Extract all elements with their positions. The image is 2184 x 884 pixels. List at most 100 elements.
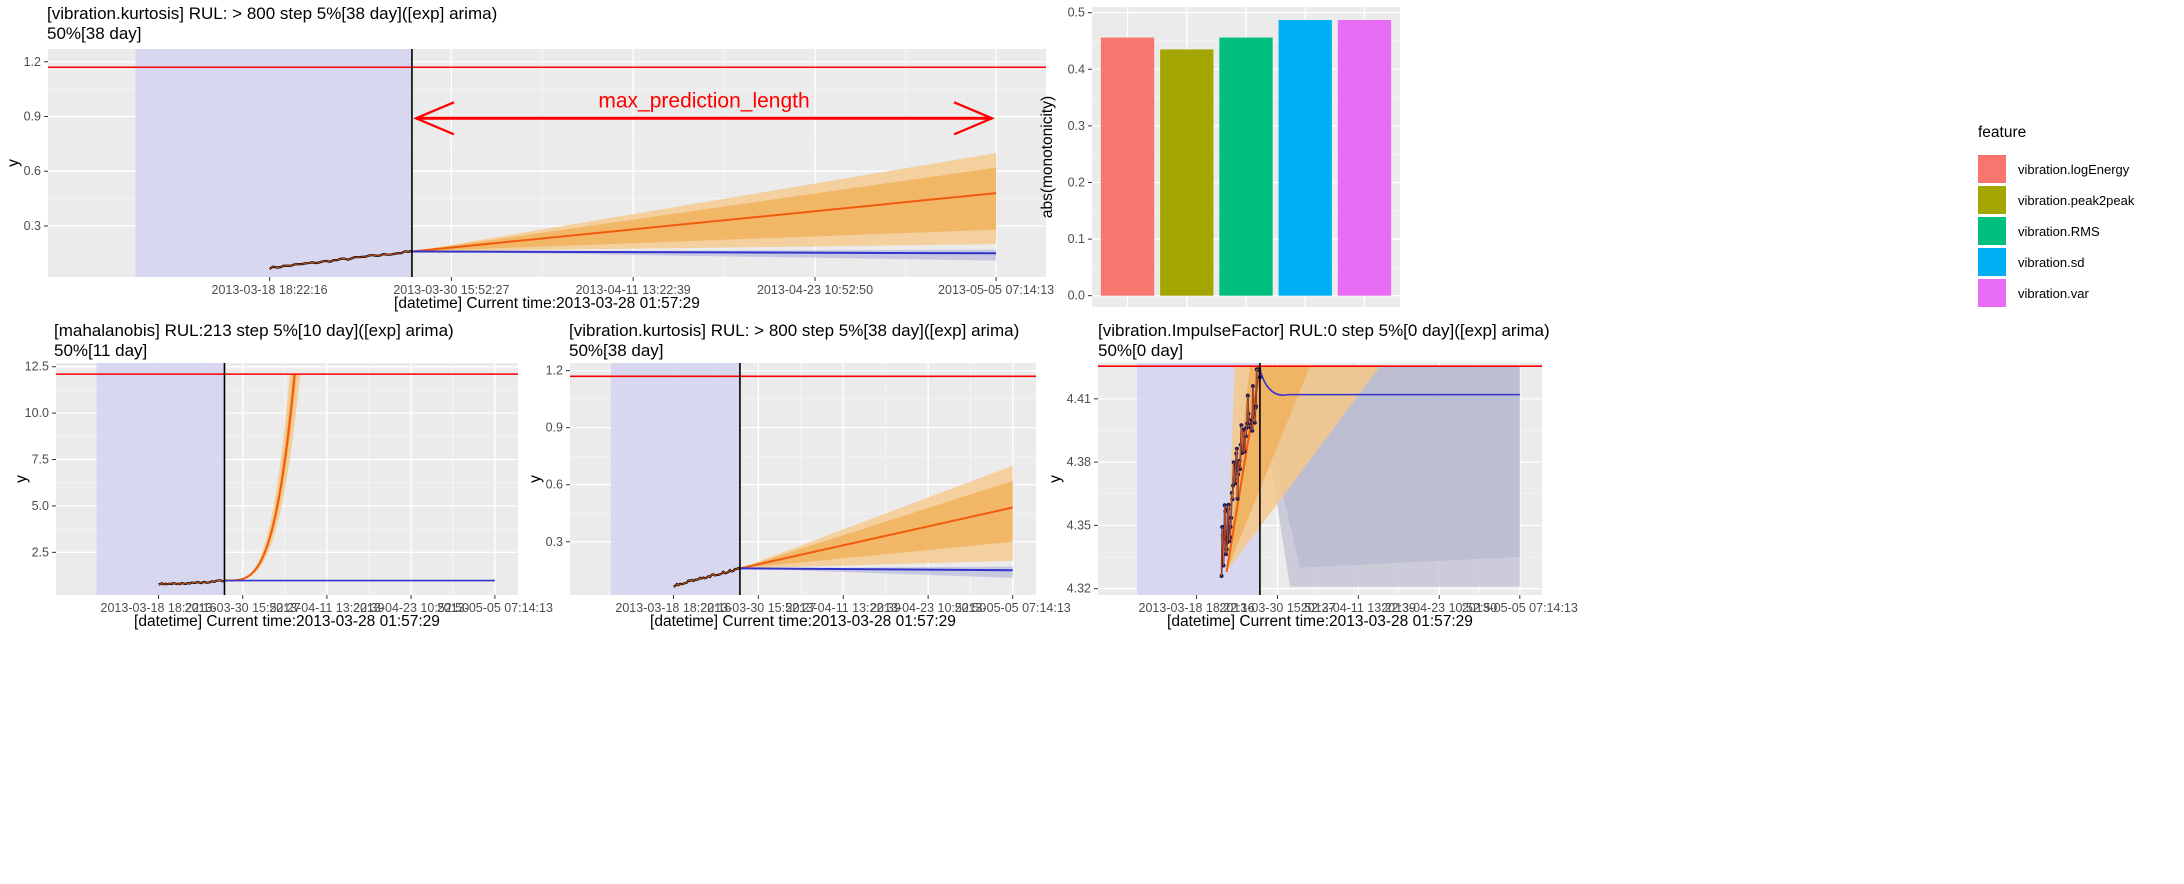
y-tick-label: 4.35: [1067, 518, 1091, 532]
y-tick-label: 0.1: [1068, 232, 1085, 246]
legend-key: [1978, 186, 2006, 214]
legend-title: feature: [1978, 124, 2026, 141]
x-tick-label: 2013-04-23 10:52:50: [757, 283, 873, 297]
y-tick-label: 0.3: [546, 535, 563, 549]
x-tick-label: 2013-05-05 07:14:13: [955, 601, 1071, 615]
legend-label: vibration.sd: [2018, 255, 2084, 270]
y-tick-label: 0.4: [1068, 62, 1085, 76]
x-axis-title: [datetime] Current time:2013-03-28 01:57…: [394, 295, 700, 312]
y-tick-label: 4.38: [1067, 455, 1091, 469]
y-axis-title: y: [1047, 475, 1064, 483]
chart-panel-top-right: 0.0 0.1 0.2 0.3 0.4 0.5 abs(monotonicity) featu…: [1039, 6, 2135, 307]
forecast-median-line: [1225, 369, 1261, 572]
y-axis-title: y: [13, 475, 30, 483]
y-tick-label: 2.5: [32, 545, 49, 559]
legend-label: vibration.RMS: [2018, 224, 2100, 239]
y-tick-label: 0.3: [1068, 119, 1085, 133]
y-tick-label: 12.5: [25, 360, 49, 374]
y-tick-label: 4.32: [1067, 582, 1091, 596]
chart-title: [vibration.ImpulseFactor] RUL:0 step 5%[…: [1098, 321, 1550, 340]
x-tick-label: 2013-03-18 18:22:16: [212, 283, 328, 297]
arrow-head-right: [953, 101, 995, 136]
chart-title: [vibration.kurtosis] RUL: > 800 step 5%[…: [569, 321, 1019, 340]
legend-key: [1978, 279, 2006, 307]
x-axis-title: [datetime] Current time:2013-03-28 01:57…: [134, 613, 440, 630]
chart-panel-top-left: [vibration.kurtosis] RUL: > 800 step 5%[…: [5, 4, 1054, 312]
y-tick-label: 0.2: [1068, 175, 1085, 189]
chart-title: [mahalanobis] RUL:213 step 5%[10 day]([e…: [54, 321, 454, 340]
y-tick-label: 0.9: [546, 421, 563, 435]
x-tick-label: 2013-05-05 07:14:13: [1462, 601, 1578, 615]
x-tick-label: 2013-03-18 18:22:16: [1139, 601, 1255, 615]
x-axis-title: [datetime] Current time:2013-03-28 01:57…: [1167, 613, 1473, 630]
x-tick-label: 2013-03-18 18:22:16: [615, 601, 731, 615]
legend-key: [1978, 155, 2006, 183]
x-tick-label: 2013-04-23 10:52:50: [353, 601, 469, 615]
chart-panel-bottom-left: [mahalanobis] RUL:213 step 5%[10 day]([e…: [13, 321, 553, 630]
y-axis-title: y: [527, 475, 544, 483]
y-tick-label: 0.0: [1068, 289, 1085, 303]
y-tick-label: 0.5: [1068, 6, 1085, 20]
forecast-band-inner: [739, 480, 1013, 569]
bar-vibration-sd: [1278, 20, 1332, 296]
forecast-band-inner: [411, 167, 997, 252]
history-band: [96, 363, 225, 595]
chart-panel-bottom-right: [vibration.ImpulseFactor] RUL:0 step 5%[…: [1047, 321, 1578, 630]
history-band: [135, 49, 412, 277]
x-tick-label: 2013-04-23 10:52:50: [1381, 601, 1497, 615]
x-tick-label: 2013-03-30 15:52:27: [185, 601, 301, 615]
legend-key: [1978, 248, 2006, 276]
y-tick-label: 4.41: [1067, 392, 1091, 406]
x-tick-label: 2013-03-30 15:52:27: [393, 283, 509, 297]
forecast-median-line: [739, 506, 1013, 570]
x-tick-label: 2013-04-11 13:22:39: [269, 601, 384, 615]
x-tick-label: 2013-04-11 13:22:39: [786, 601, 901, 615]
y-tick-label: 7.5: [32, 453, 49, 467]
x-tick-label: 2013-03-18 18:22:16: [101, 601, 217, 615]
chart-subtitle: 50%[11 day]: [54, 341, 147, 360]
y-tick-label: 1.2: [546, 364, 563, 378]
legend-key: [1978, 217, 2006, 245]
x-tick-label: 2013-04-23 10:52:50: [870, 601, 986, 615]
x-tick-label: 2013-03-30 15:52:27: [700, 601, 816, 615]
history-band: [610, 363, 740, 595]
forecast-mean-line: [411, 250, 997, 255]
x-tick-label: 2013-04-11 13:22:39: [1301, 601, 1416, 615]
chart-panel-bottom-middle: [vibration.kurtosis] RUL: > 800 step 5%[…: [527, 321, 1071, 630]
fitted-series: [158, 579, 225, 585]
x-tick-label: 2013-04-11 13:22:39: [576, 283, 691, 297]
arrow-head-left: [413, 101, 455, 136]
y-tick-label: 0.6: [546, 478, 563, 492]
y-tick-label: 1.2: [24, 55, 41, 69]
fitted-series: [269, 250, 413, 270]
chart-subtitle: 50%[0 day]: [1098, 341, 1183, 360]
forecast-median-line: [411, 192, 997, 253]
bar-vibration-logEnergy: [1100, 37, 1155, 296]
x-axis-title: [datetime] Current time:2013-03-28 01:57…: [650, 613, 956, 630]
y-tick-label: 0.6: [24, 164, 41, 178]
forecast-mean-line: [1259, 369, 1520, 396]
fitted-series: [673, 567, 741, 588]
legend-label: vibration.logEnergy: [2018, 162, 2130, 177]
chart-subtitle: 50%[38 day]: [47, 24, 142, 43]
bar-vibration-peak2peak: [1160, 49, 1214, 296]
chart-title: [vibration.kurtosis] RUL: > 800 step 5%[…: [47, 4, 497, 23]
fitted-series: [1221, 368, 1261, 577]
y-tick-label: 10.0: [25, 406, 49, 420]
chart-subtitle: 50%[38 day]: [569, 341, 664, 360]
x-tick-label: 2013-05-05 07:14:13: [437, 601, 553, 615]
y-tick-label: 0.9: [24, 109, 41, 123]
forecast-mean-line: [739, 567, 1013, 572]
x-tick-label: 2013-05-05 07:14:13: [938, 283, 1054, 297]
y-axis-title: abs(monotonicity): [1039, 96, 1056, 218]
x-tick-label: 2013-03-30 15:52:27: [1219, 601, 1335, 615]
legend-label: vibration.var: [2018, 286, 2089, 301]
bar-vibration-RMS: [1219, 37, 1273, 296]
max-prediction-label: max_prediction_length: [598, 89, 809, 112]
y-tick-label: 5.0: [32, 499, 49, 513]
bar-vibration-var: [1337, 20, 1392, 296]
y-tick-label: 0.3: [24, 219, 41, 233]
legend-label: vibration.peak2peak: [2018, 193, 2135, 208]
y-axis-title: y: [5, 159, 22, 167]
